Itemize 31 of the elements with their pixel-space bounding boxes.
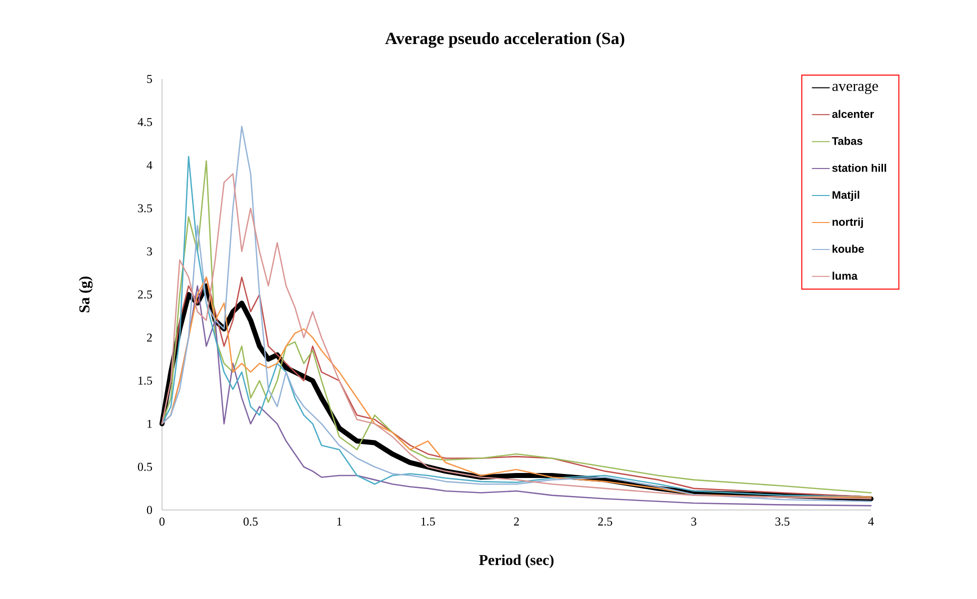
x-axis-title: Period (sec) <box>479 554 554 568</box>
y-tick-label: 0 <box>146 506 152 514</box>
chart-title: Average pseudo acceleration (Sa) <box>385 32 624 48</box>
y-tick-label: 2 <box>147 334 152 342</box>
x-tick-label: 0.5 <box>244 518 258 526</box>
y-tick-label: 0.5 <box>138 462 152 471</box>
y-tick-label: 1.5 <box>138 376 152 385</box>
legend-label: koube <box>832 244 864 253</box>
legend-label: station hill <box>832 164 886 172</box>
y-tick-label: 5 <box>147 75 152 83</box>
y-tick-label: 2.5 <box>138 290 152 299</box>
legend-label: luma <box>832 272 858 280</box>
y-tick-label: 4 <box>146 161 152 170</box>
y-tick-label: 3 <box>147 247 152 256</box>
x-tick-label: 4 <box>868 518 874 526</box>
legend-label: Matjil <box>832 190 860 202</box>
x-tick-label: 2 <box>514 518 519 526</box>
y-tick-label: 4.5 <box>138 118 152 126</box>
y-axis-title: Sa (g) <box>78 276 93 312</box>
x-tick-label: 0 <box>159 518 165 526</box>
legend-label: average <box>832 83 878 94</box>
x-tick-label: 1.5 <box>421 518 435 526</box>
legend-label: alcenter <box>832 110 874 118</box>
legend-label: nortrij <box>832 218 863 228</box>
x-tick-label: 2.5 <box>598 518 612 526</box>
x-tick-label: 3.5 <box>775 518 790 526</box>
x-tick-label: 1 <box>337 518 342 526</box>
x-tick-label: 3 <box>691 518 696 526</box>
y-tick-label: 3.5 <box>138 204 152 212</box>
legend-label: Tabas <box>832 136 862 145</box>
y-tick-label: 1 <box>148 420 152 428</box>
